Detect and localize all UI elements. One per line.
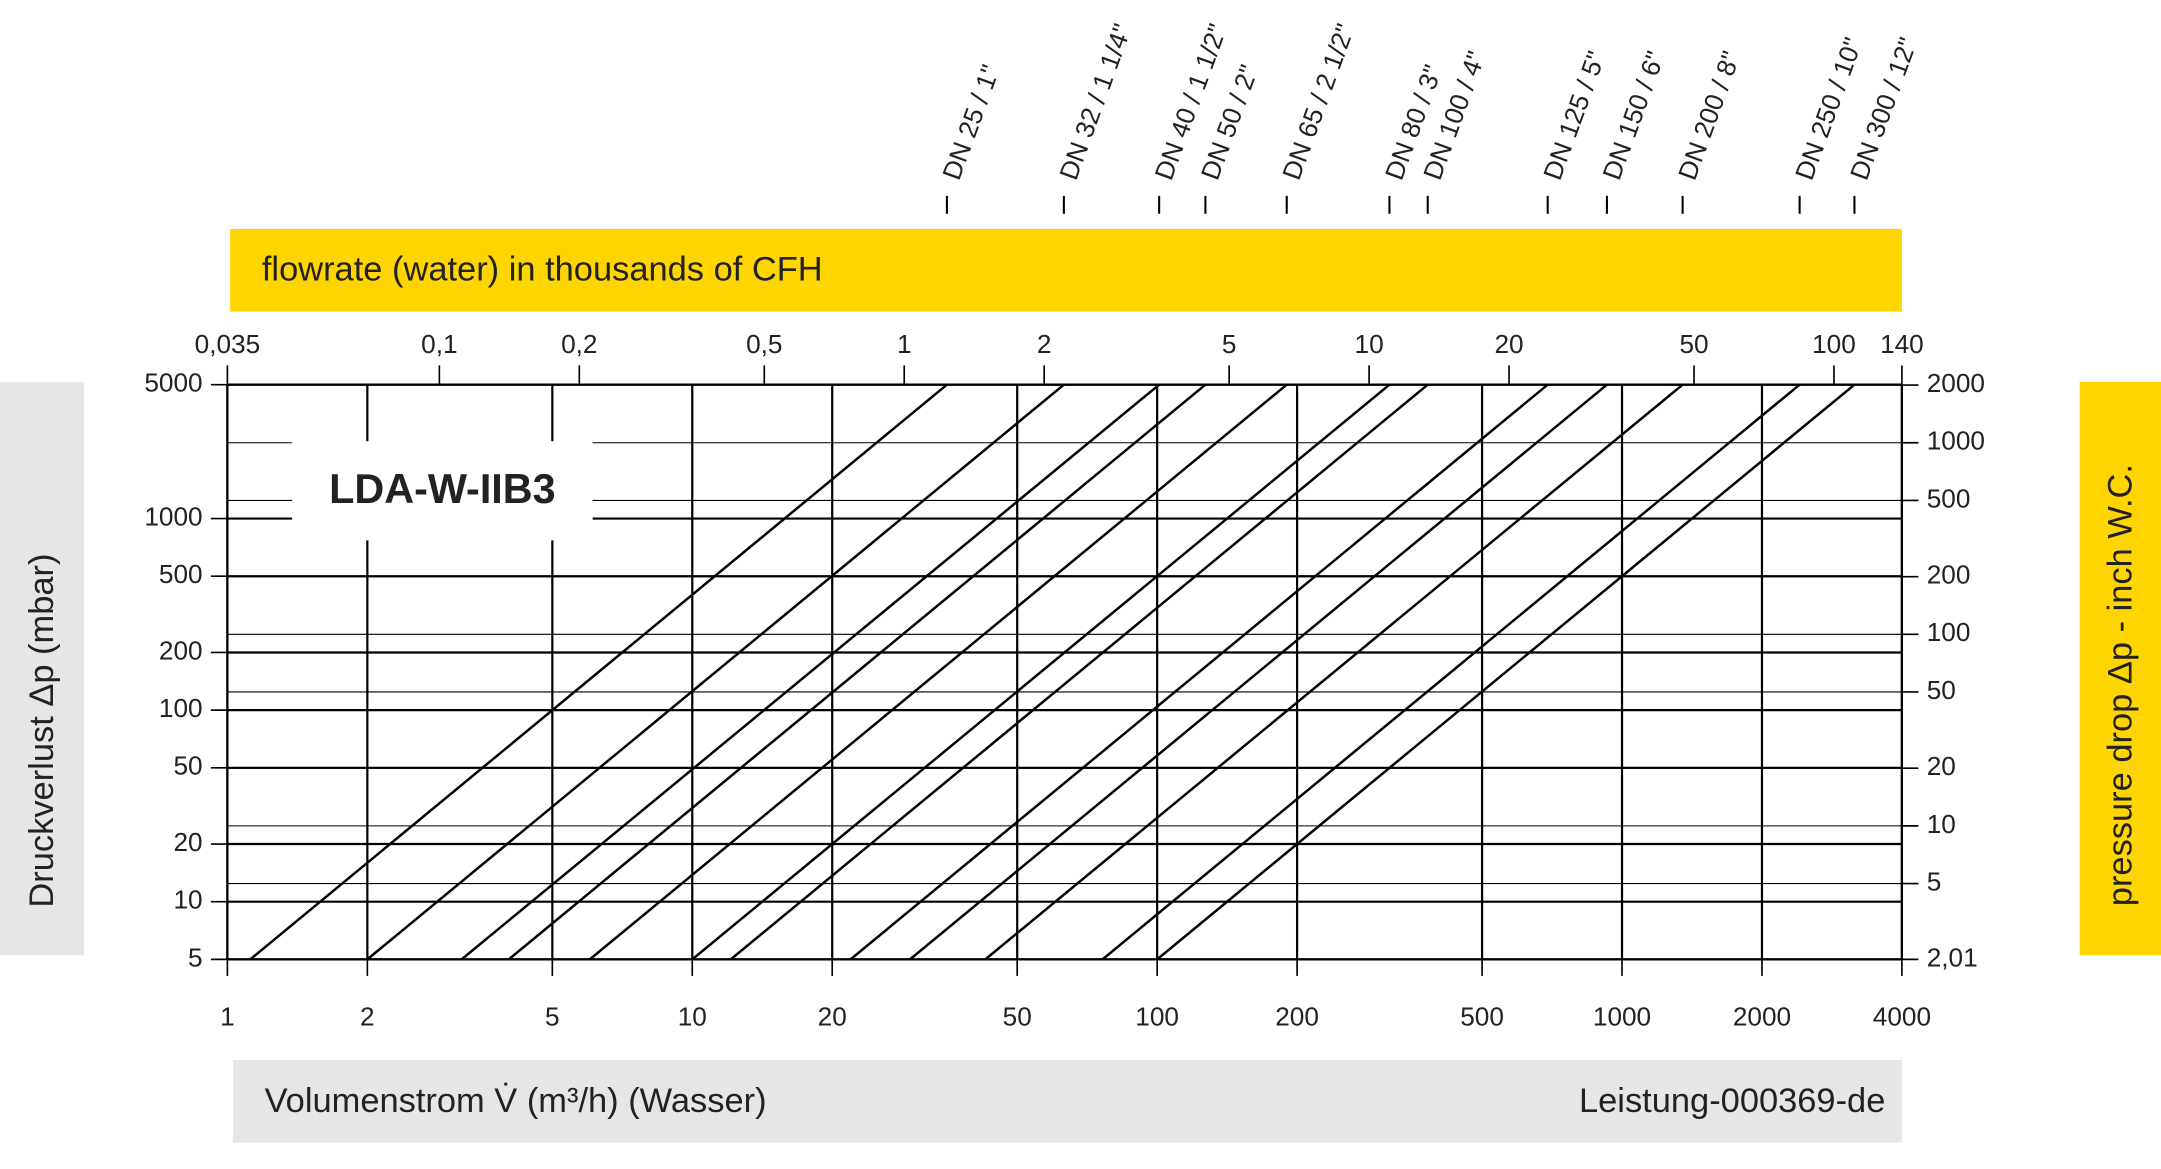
legend-label: DN 25 / 1" bbox=[936, 61, 1005, 184]
x2-tick-label: 10 bbox=[1355, 329, 1384, 359]
series-line bbox=[849, 383, 1549, 961]
title-box bbox=[292, 441, 593, 541]
y-tick-label: 50 bbox=[173, 751, 202, 781]
x-tick-label: 500 bbox=[1460, 1002, 1504, 1032]
x2-tick-label: 140 bbox=[1880, 329, 1924, 359]
legend-label: DN 32 / 1 1/4" bbox=[1053, 20, 1137, 184]
series-line bbox=[249, 383, 948, 961]
y2-tick-label: 500 bbox=[1927, 483, 1971, 513]
x2-tick-label: 50 bbox=[1679, 329, 1708, 359]
y-tick-label: 200 bbox=[159, 635, 203, 665]
series-line bbox=[366, 383, 1065, 961]
bottom-band bbox=[232, 1059, 1902, 1143]
x2-tick-label: 2 bbox=[1037, 329, 1052, 359]
y-axis-label: Druckverlust Δp (mbar) bbox=[23, 554, 61, 908]
legend-label: DN 65 / 2 1/2" bbox=[1276, 20, 1360, 184]
x2-axis-label: flowrate (water) in thousands of CFH bbox=[262, 251, 823, 289]
y-tick-label: 100 bbox=[159, 693, 203, 723]
series-line bbox=[984, 383, 1684, 961]
x-tick-label: 2000 bbox=[1733, 1002, 1791, 1032]
x-tick-label: 1 bbox=[220, 1002, 235, 1032]
x-tick-label: 200 bbox=[1275, 1002, 1319, 1032]
x-tick-label: 50 bbox=[1003, 1002, 1032, 1032]
series-line bbox=[729, 383, 1429, 961]
x2-tick-label: 0,2 bbox=[561, 329, 597, 359]
y-tick-label: 500 bbox=[159, 559, 203, 589]
y2-tick-label: 200 bbox=[1927, 560, 1971, 590]
y2-axis-label: pressure drop Δp - inch W.C. bbox=[2102, 464, 2140, 906]
series-line bbox=[909, 383, 1608, 961]
x2-tick-label: 0,1 bbox=[421, 329, 457, 359]
x2-tick-label: 20 bbox=[1494, 329, 1523, 359]
x-tick-label: 100 bbox=[1135, 1002, 1179, 1032]
series-line bbox=[460, 383, 1160, 961]
series-line bbox=[691, 383, 1391, 961]
y-tick-label: 5000 bbox=[144, 368, 202, 398]
y-tick-label: 10 bbox=[173, 885, 202, 915]
x-tick-label: 2 bbox=[360, 1002, 375, 1032]
series-line bbox=[1101, 383, 1801, 961]
y2-tick-label: 20 bbox=[1927, 751, 1956, 781]
top-band bbox=[230, 228, 1902, 312]
x-tick-label: 10 bbox=[678, 1002, 707, 1032]
series-line bbox=[589, 383, 1288, 961]
chart-title: LDA-W-IIB3 bbox=[329, 466, 555, 512]
y2-tick-label: 2000 bbox=[1927, 368, 1985, 398]
annotation: Leistung-000369-de bbox=[1579, 1082, 1885, 1120]
right-band bbox=[2079, 381, 2161, 956]
y-tick-label: 1000 bbox=[144, 501, 202, 531]
x2-tick-label: 5 bbox=[1222, 329, 1237, 359]
legend-label: DN 200 / 8" bbox=[1672, 47, 1746, 184]
x-axis-label: Volumenstrom V̇ (m³/h) (Wasser) bbox=[265, 1082, 767, 1120]
left-band bbox=[0, 381, 85, 956]
y-tick-label: 20 bbox=[173, 827, 202, 857]
y2-tick-label: 5 bbox=[1927, 866, 1942, 896]
x2-tick-label: 1 bbox=[897, 329, 912, 359]
x-tick-label: 20 bbox=[818, 1002, 847, 1032]
series-line bbox=[1156, 383, 1856, 961]
y2-tick-label: 50 bbox=[1927, 675, 1956, 705]
x-tick-label: 5 bbox=[545, 1002, 560, 1032]
x2-tick-label: 100 bbox=[1812, 329, 1856, 359]
x2-tick-label: 0,035 bbox=[195, 329, 261, 359]
x-tick-label: 4000 bbox=[1873, 1002, 1931, 1032]
x2-tick-label: 0,5 bbox=[746, 329, 782, 359]
series-line bbox=[508, 383, 1207, 961]
y2-tick-label: 100 bbox=[1927, 617, 1971, 647]
y2-tick-label: 10 bbox=[1927, 809, 1956, 839]
y-tick-label: 5 bbox=[188, 942, 203, 972]
y2-tick-label: 1000 bbox=[1927, 426, 1985, 456]
x-tick-label: 1000 bbox=[1593, 1002, 1651, 1032]
y2-tick-label: 2,01 bbox=[1927, 942, 1978, 972]
